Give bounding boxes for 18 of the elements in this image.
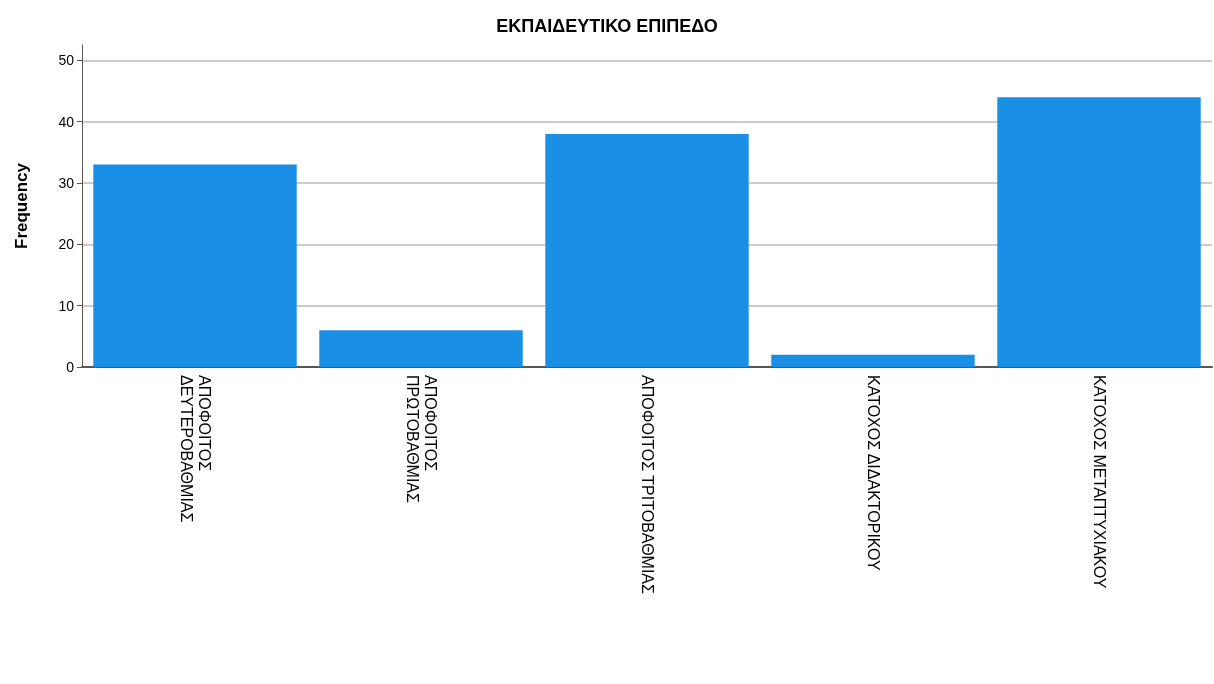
y-tick-label: 10: [58, 297, 75, 314]
chart-title: ΕΚΠΑΙΔΕΥΤΙΚΟ ΕΠΙΠΕΔΟ: [496, 16, 718, 36]
x-tick-label: ΑΠΟΦΟΙΤΟΣ ΠΡΩΤΟΒΑΘΜΙΑΣ: [403, 375, 439, 504]
y-tick-label: 50: [58, 52, 75, 69]
y-tick-label: 20: [58, 236, 75, 253]
bar: [771, 354, 975, 367]
x-tick-label: ΚΑΤΟΧΟΣ ΜΕΤΑΠΤΥΧΙΑΚΟΥ: [1090, 375, 1108, 589]
x-tick-label: ΚΑΤΟΧΟΣ ΔΙΔΑΚΤΟΡΙΚΟΥ: [864, 375, 882, 571]
y-tick-label: 30: [58, 175, 75, 191]
y-axis-title: Frequency: [12, 162, 31, 249]
bar: [93, 164, 297, 367]
x-tick-label: ΑΠΟΦΟΙΤΟΣ ΔΕΥΤΕΡΟΒΑΘΜΙΑΣ: [177, 375, 213, 523]
y-tick-label: 0: [66, 359, 75, 375]
x-tick-label: ΑΠΟΦΟΙΤΟΣ ΤΡΙΤΟΒΑΘΜΙΑΣ: [638, 375, 656, 595]
y-tick-label: 40: [58, 113, 75, 130]
bar: [997, 97, 1201, 367]
bar: [545, 133, 749, 367]
bar: [319, 330, 523, 367]
